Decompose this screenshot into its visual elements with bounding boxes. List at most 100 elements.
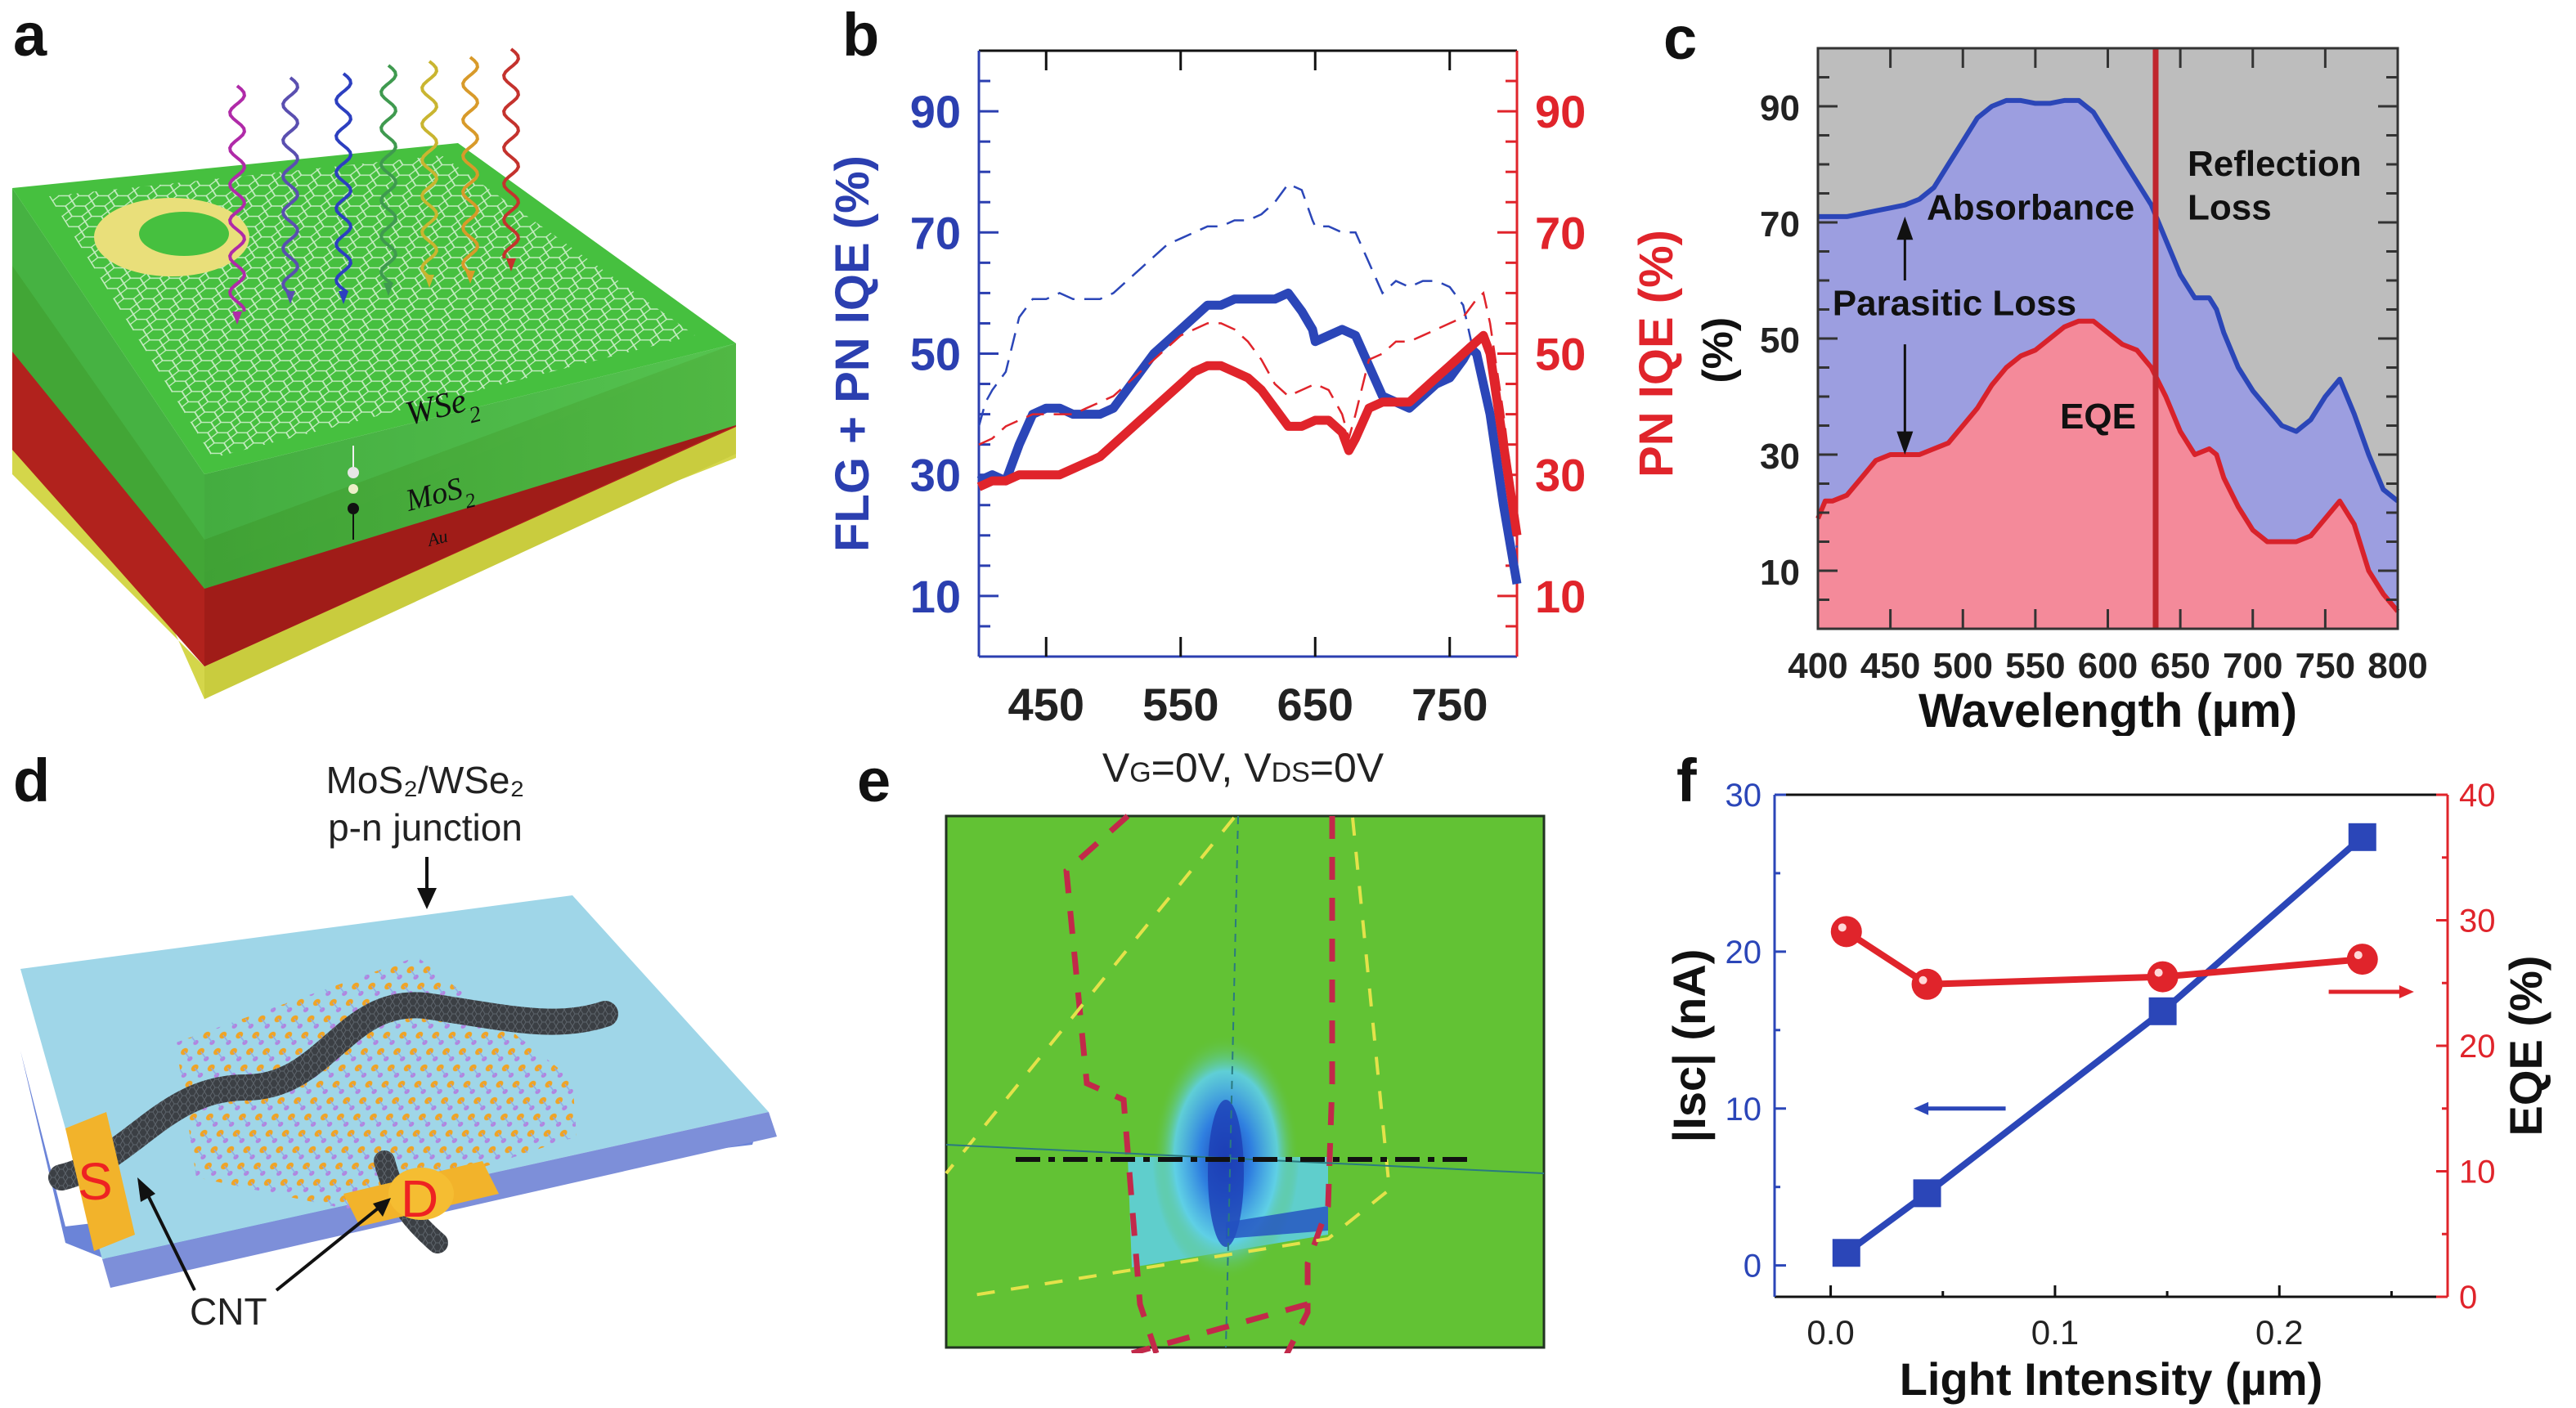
x-tick-label: 650 — [2150, 646, 2210, 686]
panel-label-e: e — [857, 747, 891, 814]
title-mid: =0V, V — [1151, 745, 1272, 791]
eqe-marker-circle — [1911, 968, 1943, 1000]
wse2-layer-front — [204, 343, 736, 589]
light-ray-arrowhead — [285, 291, 295, 304]
y-tick-label-left: 90 — [910, 86, 961, 137]
y-tick-label-left: 0 — [1744, 1249, 1761, 1285]
x-tick-label: 0.1 — [2031, 1313, 2079, 1352]
x-axis-title: Wavelength (µm) — [1919, 684, 2297, 736]
annotation-parasitic-loss: Parasitic Loss — [1833, 284, 2076, 324]
y-tick-label-left: 50 — [910, 329, 961, 380]
wse2-layer-side — [12, 188, 204, 589]
y-tick-label-right: 70 — [1535, 207, 1586, 258]
y-tick-label-right: 10 — [2459, 1155, 2496, 1191]
series-line-dashed — [977, 182, 1519, 548]
title-end: =0V — [1309, 745, 1384, 791]
light-ray-arrowhead — [506, 258, 516, 271]
x-tick-label: 600 — [2078, 646, 2138, 686]
drain-label: D — [401, 1169, 438, 1228]
flake-outline-yellow — [945, 816, 1236, 1175]
series-area-eqe — [1818, 321, 2398, 629]
annotation-absorbance: Absorbance — [1927, 187, 2134, 227]
panel-e-photocurrent-map — [945, 814, 1546, 1353]
y-tick-label-left: 10 — [910, 571, 961, 622]
y-tick-label-right: 0 — [2459, 1280, 2477, 1316]
eqe-marker-circle — [2147, 961, 2179, 993]
light-ray-arrowhead — [339, 291, 348, 304]
x-tick-label: 650 — [1277, 679, 1353, 730]
x-tick-label: 550 — [1142, 679, 1218, 730]
y-axis-title-right: EQE (%) — [2500, 956, 2551, 1137]
x-tick-label: 700 — [2223, 646, 2282, 686]
light-ray-wave — [228, 84, 246, 312]
center-guide-line — [1225, 815, 1239, 1348]
annotation-eqe: EQE — [2060, 397, 2136, 437]
x-tick-label: 450 — [1008, 679, 1084, 730]
y-tick-label: 50 — [1760, 321, 1800, 361]
eqe-marker-highlight — [2154, 968, 2163, 977]
panel-e-title: VG=0V, VDS=0V — [973, 744, 1513, 791]
series-line-solid — [976, 288, 1522, 585]
series-line-absorbance — [1818, 97, 2399, 504]
x-tick-label: 800 — [2367, 646, 2427, 686]
y-tick-label: 30 — [1760, 437, 1800, 477]
eqe-marker-highlight — [1838, 923, 1847, 932]
y-tick-label-right: 30 — [2459, 904, 2496, 939]
y-axis-title-left: |Isc| (nA) — [1663, 949, 1716, 1143]
x-tick-label: 550 — [2005, 646, 2065, 686]
arrow-down-head — [1896, 431, 1914, 455]
y-tick-label-left: 20 — [1726, 935, 1762, 971]
x-tick-label: 750 — [1411, 679, 1488, 730]
panel-label-b: b — [842, 1, 880, 69]
cnt-arrow-source — [146, 1193, 196, 1291]
title-v: V — [1102, 745, 1130, 791]
y-tick-label-right: 90 — [1535, 86, 1586, 137]
cnt-arrow-drain — [275, 1207, 379, 1292]
light-ray-wave — [502, 47, 520, 259]
eqe-series-line — [1844, 928, 2363, 988]
x-tick-label: 500 — [1933, 646, 1993, 686]
isc-marker-square — [2348, 823, 2376, 851]
panel-label-c: c — [1663, 4, 1698, 72]
y-axis-title: (%) — [1694, 317, 1742, 383]
y-axis-title-left: FLG + PN IQE (%) — [826, 155, 879, 552]
axis-arrow-left-head — [1914, 1101, 1929, 1115]
hole-particle — [348, 467, 359, 478]
y-tick-label-right: 40 — [2459, 778, 2496, 814]
x-tick-label: 400 — [1788, 646, 1847, 686]
tilted-guide-line — [945, 1144, 1545, 1174]
y-tick-label-left: 30 — [1726, 778, 1762, 814]
panel-b-iqe-chart: 10305070901030507090450550650750Waveleng… — [826, 49, 1683, 730]
source-electrode — [65, 1112, 135, 1251]
y-tick-label-left: 30 — [910, 450, 961, 501]
series-line-eqe — [1815, 318, 2400, 613]
isc-marker-square — [1832, 1239, 1860, 1267]
x-tick-label: 450 — [1860, 646, 1920, 686]
series-line-solid — [976, 330, 1522, 536]
y-tick-label-right: 10 — [1535, 571, 1586, 622]
eqe-marker-circle — [2346, 944, 2378, 975]
y-tick-label: 10 — [1760, 553, 1800, 593]
x-axis-title: Light Intensity (µm) — [1900, 1353, 2323, 1405]
y-tick-label: 70 — [1760, 204, 1800, 244]
cnt-label: CNT — [190, 1290, 267, 1333]
y-tick-label: 90 — [1760, 88, 1800, 128]
panel-label-f: f — [1676, 747, 1697, 814]
y-tick-label-right: 30 — [1535, 450, 1586, 501]
light-ray-arrowhead — [424, 275, 434, 288]
panel-label-a: a — [13, 1, 47, 69]
flake-outline-red — [1063, 814, 1160, 1353]
panel-a-device-illustration: WSe2 MoS2 Au — [12, 47, 736, 699]
junction-label-line2: p-n junction — [328, 806, 523, 849]
title-sub-ds: DS — [1271, 757, 1310, 788]
panel-c-absorbance-eqe-chart: 10 30 50 70 90 400 450 500 550 600 650 700 750 800 Wav… — [1694, 47, 2428, 736]
eqe-marker-circle — [1830, 916, 1862, 948]
arrow-up-head — [1896, 216, 1914, 240]
light-ray-arrowhead — [465, 271, 475, 284]
eqe-marker-highlight — [1919, 975, 1928, 984]
y-tick-label-right: 50 — [1535, 329, 1586, 380]
x-tick-label: 0.2 — [2255, 1313, 2303, 1352]
y-tick-label-right: 20 — [2459, 1029, 2496, 1065]
light-rays — [228, 47, 520, 325]
